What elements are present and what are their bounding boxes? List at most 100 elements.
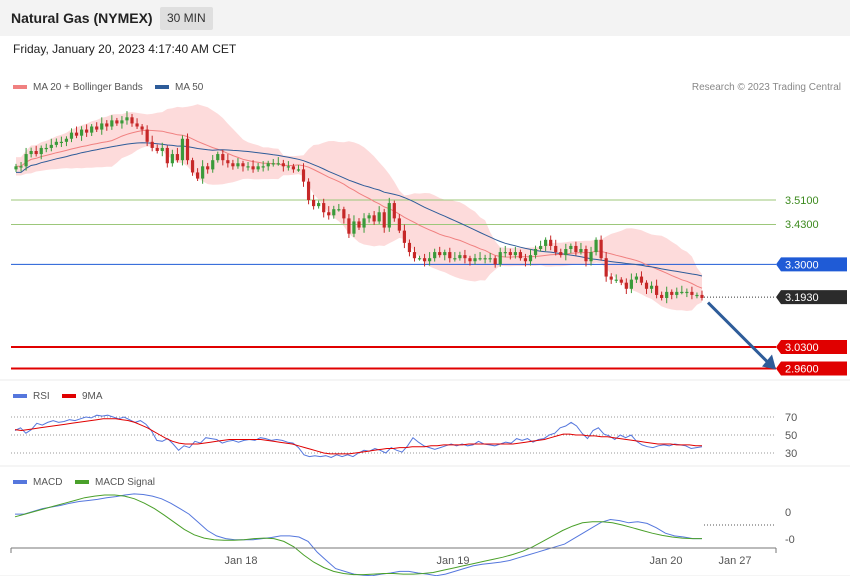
candle-body bbox=[377, 212, 381, 222]
candle bbox=[337, 203, 341, 212]
candle bbox=[130, 113, 134, 127]
candle bbox=[266, 160, 270, 171]
candle-body bbox=[544, 239, 548, 246]
candle bbox=[579, 242, 583, 255]
price-tags: 3.5100 3.4300 3.3000 3.1930 3.0300 2.9600 bbox=[776, 195, 847, 376]
candle-body bbox=[85, 129, 89, 133]
candle bbox=[120, 116, 124, 129]
candle-body bbox=[140, 126, 144, 130]
candle bbox=[695, 292, 699, 299]
macd-line bbox=[15, 493, 702, 576]
candle-body bbox=[397, 218, 401, 231]
candle bbox=[428, 252, 432, 266]
candle bbox=[614, 274, 618, 283]
support-tag-2: 2.9600 bbox=[785, 363, 819, 375]
last-price-tag-box bbox=[776, 290, 847, 305]
candle-body bbox=[407, 242, 412, 253]
candle bbox=[599, 235, 603, 261]
candle-body bbox=[54, 141, 58, 145]
candle bbox=[478, 252, 482, 261]
instrument-title: Natural Gas (NYMEX) bbox=[11, 10, 153, 26]
candle-body bbox=[342, 209, 346, 219]
rsi-chart: RSI 9MA 70 50 30 bbox=[11, 391, 797, 460]
macd-tick-0: 0 bbox=[785, 507, 791, 519]
candle bbox=[372, 211, 376, 225]
candle-body bbox=[306, 181, 311, 200]
legend-swatch-macd bbox=[13, 480, 27, 484]
candle bbox=[115, 117, 119, 126]
candle bbox=[276, 157, 280, 166]
candle bbox=[609, 273, 613, 284]
timeframe-badge[interactable]: 30 MIN bbox=[160, 7, 213, 30]
legend-macd: MACD bbox=[33, 477, 62, 488]
candle-body bbox=[488, 258, 492, 260]
candle bbox=[95, 122, 99, 133]
candle-body bbox=[579, 249, 583, 253]
candle bbox=[660, 291, 664, 301]
copyright: Research © 2023 Trading Central bbox=[692, 82, 841, 93]
candle bbox=[246, 162, 250, 171]
candle-body bbox=[453, 258, 457, 260]
candle-body bbox=[241, 163, 245, 167]
x-tick-jan20: Jan 20 bbox=[649, 555, 682, 567]
candle-body bbox=[64, 138, 69, 142]
candle bbox=[639, 271, 644, 286]
candle bbox=[513, 246, 517, 259]
candle bbox=[483, 254, 487, 264]
candle bbox=[604, 252, 608, 282]
candle-body bbox=[190, 160, 195, 173]
candle-body bbox=[29, 151, 33, 155]
candle bbox=[569, 243, 573, 254]
candle-body bbox=[120, 120, 124, 124]
candle-body bbox=[463, 255, 467, 259]
candle bbox=[347, 214, 351, 238]
candle bbox=[362, 213, 366, 233]
candle-body bbox=[216, 154, 220, 161]
candle-body bbox=[276, 163, 280, 165]
candle bbox=[438, 246, 442, 258]
candle bbox=[59, 136, 63, 148]
candle bbox=[251, 160, 255, 173]
candle-body bbox=[513, 252, 517, 256]
candle-body bbox=[372, 215, 376, 222]
x-tick-jan19: Jan 19 bbox=[436, 555, 469, 567]
resistance-label-2: 3.4300 bbox=[785, 219, 819, 231]
candle bbox=[281, 159, 285, 172]
candle-body bbox=[74, 132, 79, 136]
candle bbox=[473, 253, 477, 265]
candle-body bbox=[337, 209, 341, 211]
candle bbox=[74, 126, 79, 139]
candle bbox=[619, 277, 623, 286]
candle bbox=[24, 147, 28, 171]
candle bbox=[382, 208, 386, 233]
candle bbox=[175, 147, 180, 163]
legend-swatch-macd-signal bbox=[75, 480, 89, 484]
candle-body bbox=[367, 215, 371, 219]
candle-body bbox=[362, 218, 366, 228]
pivot-tag-box bbox=[776, 257, 847, 272]
candle bbox=[594, 237, 598, 256]
candle-body bbox=[24, 154, 28, 167]
candle bbox=[412, 246, 417, 262]
price-legend: MA 20 + Bollinger Bands MA 50 Research ©… bbox=[13, 82, 841, 93]
candle-body bbox=[609, 276, 613, 280]
candle bbox=[54, 138, 58, 148]
candle-body bbox=[135, 123, 139, 127]
candle bbox=[327, 206, 331, 220]
candle bbox=[538, 240, 543, 252]
candle-body bbox=[206, 166, 210, 170]
candle-body bbox=[155, 147, 159, 151]
candle-body bbox=[392, 203, 396, 219]
candle-body bbox=[599, 239, 603, 259]
candle-body bbox=[211, 160, 215, 170]
legend-ma50: MA 50 bbox=[175, 82, 204, 93]
candle-body bbox=[170, 154, 174, 164]
legend-swatch-rsi9 bbox=[62, 394, 76, 398]
candle bbox=[508, 248, 512, 260]
legend-swatch-ma20 bbox=[13, 85, 27, 89]
candle bbox=[468, 255, 472, 266]
chart-header: Natural Gas (NYMEX) 30 MIN bbox=[0, 0, 850, 36]
candle bbox=[79, 126, 84, 141]
candle-body bbox=[236, 163, 240, 167]
support-tag-1: 3.0300 bbox=[785, 342, 819, 354]
